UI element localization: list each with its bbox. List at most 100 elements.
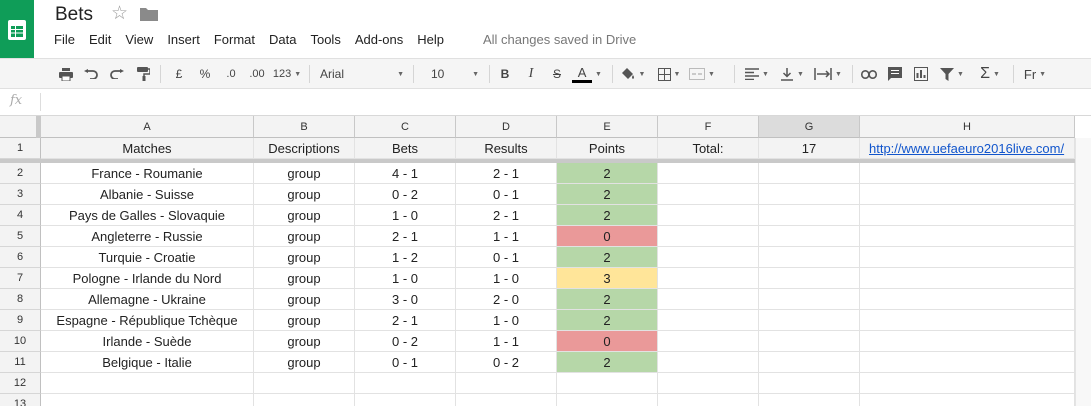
input-tools-button[interactable]: Fr ▼: [1020, 63, 1050, 85]
column-header-e[interactable]: E: [557, 116, 658, 138]
table-cell[interactable]: group: [254, 184, 355, 205]
table-cell[interactable]: France - Roumanie: [41, 163, 254, 184]
increase-decimals-button[interactable]: .00: [249, 68, 265, 80]
borders-button[interactable]: ▼: [654, 63, 684, 85]
table-cell[interactable]: [860, 289, 1075, 310]
table-cell[interactable]: [860, 331, 1075, 352]
table-cell[interactable]: 1 - 2: [355, 247, 456, 268]
functions-button[interactable]: Σ ▼: [974, 63, 1006, 85]
paint-format-icon[interactable]: [133, 63, 153, 85]
column-header-d[interactable]: D: [456, 116, 557, 138]
table-cell[interactable]: [759, 352, 860, 373]
table-cell[interactable]: 0 - 1: [456, 184, 557, 205]
save-status[interactable]: All changes saved in Drive: [483, 32, 637, 47]
menu-file[interactable]: File: [54, 32, 75, 47]
table-cell[interactable]: 0 - 1: [355, 352, 456, 373]
table-cell[interactable]: 3 - 0: [355, 289, 456, 310]
table-cell[interactable]: group: [254, 310, 355, 331]
table-cell[interactable]: [759, 394, 860, 406]
table-cell[interactable]: [456, 394, 557, 406]
table-cell[interactable]: [860, 226, 1075, 247]
table-cell[interactable]: [860, 205, 1075, 226]
italic-button[interactable]: I: [528, 66, 534, 81]
table-cell[interactable]: [759, 310, 860, 331]
table-cell[interactable]: [658, 331, 759, 352]
row-header-5[interactable]: 5: [0, 226, 41, 247]
points-cell[interactable]: 2: [557, 352, 658, 373]
text-wrapping-button[interactable]: ▼: [811, 63, 845, 85]
header-cell[interactable]: Descriptions: [254, 138, 355, 159]
table-cell[interactable]: [658, 226, 759, 247]
table-cell[interactable]: [860, 268, 1075, 289]
header-cell[interactable]: 17: [759, 138, 860, 159]
currency-button[interactable]: £: [175, 67, 183, 81]
table-cell[interactable]: 1 - 0: [456, 268, 557, 289]
freeze-row-handle[interactable]: [0, 159, 1091, 163]
table-cell[interactable]: 1 - 0: [355, 268, 456, 289]
table-cell[interactable]: [658, 352, 759, 373]
table-cell[interactable]: Angleterre - Russie: [41, 226, 254, 247]
table-cell[interactable]: [658, 394, 759, 406]
table-cell[interactable]: Belgique - Italie: [41, 352, 254, 373]
row-header-9[interactable]: 9: [0, 310, 41, 331]
table-cell[interactable]: Pologne - Irlande du Nord: [41, 268, 254, 289]
vertical-scrollbar[interactable]: [1075, 138, 1091, 406]
table-cell[interactable]: [557, 373, 658, 394]
table-cell[interactable]: [658, 247, 759, 268]
vertical-align-button[interactable]: ▼: [777, 63, 807, 85]
table-cell[interactable]: 2 - 1: [456, 205, 557, 226]
table-cell[interactable]: 2 - 1: [355, 310, 456, 331]
table-cell[interactable]: [759, 247, 860, 268]
table-cell[interactable]: [860, 163, 1075, 184]
table-cell[interactable]: Irlande - Suède: [41, 331, 254, 352]
menu-insert[interactable]: Insert: [167, 32, 200, 47]
header-cell[interactable]: Total:: [658, 138, 759, 159]
insert-chart-button[interactable]: [910, 63, 932, 85]
row-header-10[interactable]: 10: [0, 331, 41, 352]
menu-data[interactable]: Data: [269, 32, 297, 47]
table-cell[interactable]: [355, 394, 456, 406]
table-cell[interactable]: 2 - 1: [456, 163, 557, 184]
percent-button[interactable]: %: [199, 67, 211, 81]
table-cell[interactable]: group: [254, 268, 355, 289]
table-cell[interactable]: [658, 205, 759, 226]
row-header-7[interactable]: 7: [0, 268, 41, 289]
table-cell[interactable]: [860, 247, 1075, 268]
table-cell[interactable]: [658, 289, 759, 310]
table-cell[interactable]: Turquie - Croatie: [41, 247, 254, 268]
number-format-dropdown[interactable]: 123 ▼: [270, 63, 304, 85]
table-cell[interactable]: 0 - 2: [355, 331, 456, 352]
table-cell[interactable]: 1 - 1: [456, 226, 557, 247]
row-header-12[interactable]: 12: [0, 373, 41, 394]
table-cell[interactable]: [759, 331, 860, 352]
fill-color-button[interactable]: ▼: [618, 63, 648, 85]
table-cell[interactable]: [759, 373, 860, 394]
print-icon[interactable]: [56, 63, 76, 85]
points-cell[interactable]: 2: [557, 247, 658, 268]
table-cell[interactable]: [557, 394, 658, 406]
menu-add-ons[interactable]: Add-ons: [354, 32, 404, 47]
table-cell[interactable]: Pays de Galles - Slovaquie: [41, 205, 254, 226]
table-cell[interactable]: [658, 310, 759, 331]
table-cell[interactable]: [860, 394, 1075, 406]
table-cell[interactable]: [658, 163, 759, 184]
table-cell[interactable]: Albanie - Suisse: [41, 184, 254, 205]
table-cell[interactable]: [355, 373, 456, 394]
table-cell[interactable]: [759, 226, 860, 247]
font-size-dropdown[interactable]: 10 ▼: [427, 63, 483, 85]
table-cell[interactable]: [759, 289, 860, 310]
row-header-1[interactable]: 1: [0, 138, 41, 159]
table-cell[interactable]: [759, 268, 860, 289]
table-cell[interactable]: Allemagne - Ukraine: [41, 289, 254, 310]
sheets-logo-icon[interactable]: [0, 0, 34, 59]
table-cell[interactable]: group: [254, 205, 355, 226]
table-cell[interactable]: 1 - 0: [456, 310, 557, 331]
table-cell[interactable]: group: [254, 247, 355, 268]
font-family-dropdown[interactable]: Arial ▼: [316, 63, 408, 85]
row-header-2[interactable]: 2: [0, 163, 41, 184]
points-cell[interactable]: 2: [557, 205, 658, 226]
points-cell[interactable]: 2: [557, 163, 658, 184]
header-cell[interactable]: Matches: [41, 138, 254, 159]
points-cell[interactable]: 0: [557, 226, 658, 247]
strikethrough-button[interactable]: S: [552, 67, 561, 81]
